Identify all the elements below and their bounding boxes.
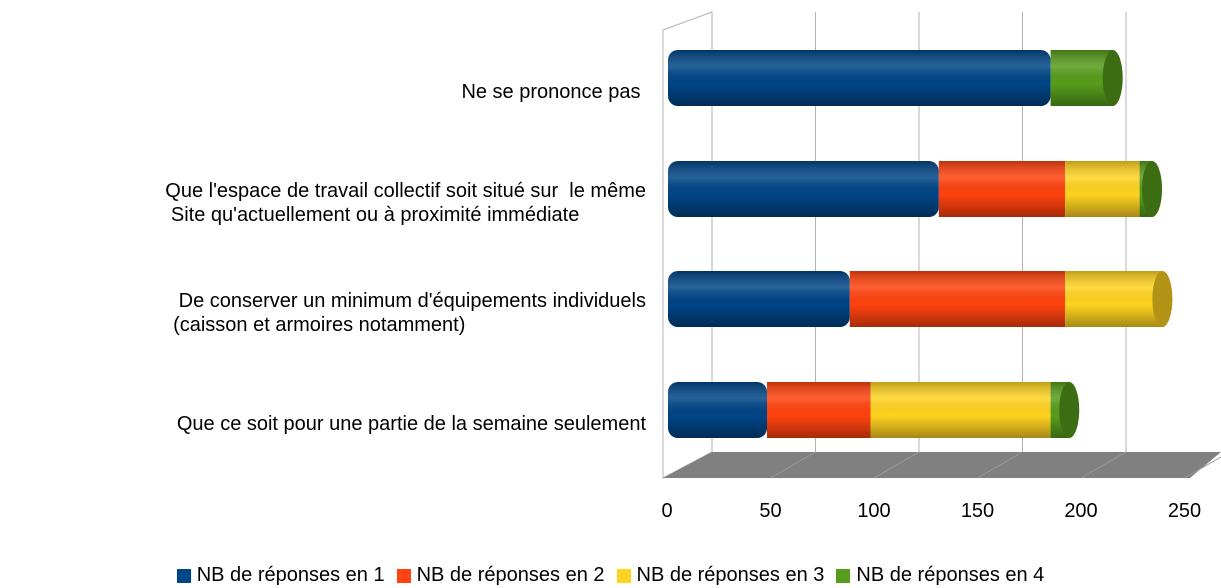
bar-shade: [668, 271, 850, 327]
category-label: Que ce soit pour une partie de la semain…: [176, 413, 646, 435]
bar-segment: [1050, 50, 1113, 106]
floor-grid-line: [1184, 456, 1221, 479]
legend-swatch: [836, 568, 851, 583]
bar-segment: [767, 382, 871, 438]
legend-label: NB de réponses en 3: [636, 564, 825, 586]
floor-grid-line: [770, 451, 816, 479]
legend-item: NB de réponses en 2: [396, 564, 605, 587]
x-tick-label: 200: [1064, 500, 1097, 522]
category-label: De conserver un minimum d'équipements in…: [173, 290, 646, 336]
bar-segment: [668, 382, 768, 438]
bar-segment: [668, 50, 1051, 106]
bar-cap-shade: [1059, 382, 1080, 438]
category-label: Ne se prononce pas: [461, 81, 646, 103]
x-tick-label: 100: [857, 500, 890, 522]
bar-cap-shade: [1152, 271, 1173, 327]
floor-grid-line: [873, 451, 920, 479]
x-tick-label: 250: [1168, 500, 1201, 522]
legend-swatch: [616, 568, 631, 583]
bar-cap-shade: [1102, 50, 1123, 106]
bar-shade: [870, 382, 1051, 438]
x-tick-label: 50: [759, 500, 781, 522]
legend: NB de réponses en 1 NB de réponses en 2 NB…: [0, 564, 1221, 587]
bar-shade: [1065, 271, 1163, 327]
bar-shade: [1065, 161, 1140, 217]
bar-shade: [1050, 50, 1113, 106]
floor: [663, 452, 1221, 478]
floor-grid-line: [1080, 451, 1127, 479]
x-tick-label: 0: [661, 500, 672, 522]
bar-segment: [938, 161, 1066, 217]
category-label: Que l'espace de travail collectif soit s…: [165, 180, 646, 226]
bar-cap: [1102, 50, 1123, 106]
bar-segment: [1065, 271, 1163, 327]
bar-shade: [668, 50, 1051, 106]
x-tick-label: 150: [961, 500, 994, 522]
legend-item: NB de réponses en 4: [836, 564, 1044, 587]
bar-cap: [1142, 161, 1163, 217]
bar-segment: [1065, 161, 1140, 217]
bar-shade: [767, 382, 871, 438]
bar-shade: [938, 161, 1066, 217]
bar-shade: [668, 161, 939, 217]
legend-swatch: [176, 568, 191, 583]
floor-grid-line: [977, 451, 1023, 479]
bar-cap: [1059, 382, 1080, 438]
bar-segment: [668, 161, 939, 217]
bar-segment: [870, 382, 1051, 438]
legend-swatch: [396, 568, 411, 583]
legend-label: NB de réponses en 4: [856, 564, 1045, 586]
bar-cap: [1152, 271, 1173, 327]
bar-shade: [849, 271, 1066, 327]
legend-label: NB de réponses en 2: [416, 564, 605, 586]
bar-shade: [668, 382, 768, 438]
bar-segment: [668, 271, 850, 327]
bar-cap-shade: [1142, 161, 1163, 217]
legend-item: NB de réponses en 3: [616, 564, 825, 587]
legend-item: NB de réponses en 1: [176, 564, 385, 587]
bar-segment: [849, 271, 1066, 327]
legend-label: NB de réponses en 1: [196, 564, 385, 586]
